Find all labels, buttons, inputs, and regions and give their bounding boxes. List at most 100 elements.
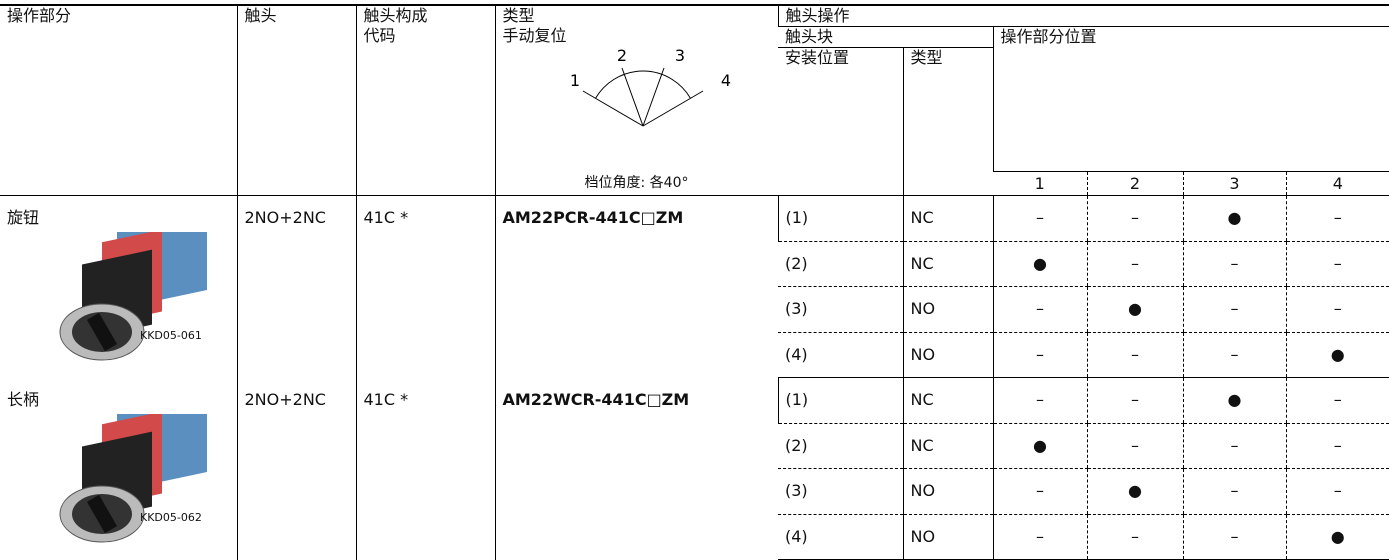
diagram-caption: 档位角度: 各40° [584, 175, 689, 191]
table-row: (2) NC ● – – – [0, 423, 1389, 469]
block-type: NO [902, 332, 993, 378]
table-row: 旋钮 KKD05-061 2NO+2NC 41C * AM22PCR-441C□ZM (1… [0, 195, 1389, 378]
state-cell: – [992, 286, 1087, 333]
state-cell: ● [1285, 332, 1389, 378]
header-cell: 触头构成 代码 [355, 5, 495, 196]
header-cell: 操作部分位置 [992, 26, 1389, 172]
state-cell: – [1285, 286, 1389, 333]
diagram-label: 3 [674, 46, 684, 65]
header-text: 类型 [910, 48, 943, 67]
block-type: NO [902, 514, 993, 560]
position-diagram: 1 2 3 4 [569, 46, 731, 127]
state-cell: – [992, 514, 1087, 560]
position-header: 1 [993, 171, 1087, 196]
block-position: (4) [778, 514, 903, 560]
header-cell: 触头操作 [777, 5, 1389, 27]
header-text: 操作部分 [7, 6, 72, 25]
state-cell: ● [1086, 286, 1183, 333]
product-image [59, 232, 207, 361]
state-cell: – [1182, 423, 1286, 469]
header-cell: 操作部分 [0, 5, 237, 196]
header-text: 操作部分位置 [1000, 27, 1097, 46]
state-cell: – [1182, 332, 1286, 378]
header-cell: 触头 [236, 5, 356, 196]
diagram-line [642, 90, 703, 127]
block-type: NC [902, 377, 993, 424]
state-cell: – [992, 195, 1087, 242]
header-text: 安装位置 [785, 48, 850, 67]
block-position: (2) [778, 241, 903, 287]
diagram-label: 4 [720, 71, 730, 90]
header-cell: 触头块 [778, 26, 993, 48]
state-cell: – [1086, 332, 1183, 378]
state-cell: ● [1182, 377, 1286, 424]
state-cell: – [1086, 423, 1183, 469]
position-header: 4 [1285, 171, 1389, 196]
contact-cell: 2NO+2NC [236, 377, 356, 560]
table-row: (3) NO – ● – – [0, 468, 1389, 515]
model-cell: AM22WCR-441C□ZM [494, 377, 778, 560]
diagram-label: 1 [569, 71, 579, 90]
block-position: (3) [778, 468, 903, 515]
image-caption: KKD05-062 [140, 510, 202, 524]
header-text: 触头操作 [785, 6, 850, 25]
header-cell: 类型 手动复位 1 2 3 4 档位角度: 各40° [494, 5, 778, 196]
block-position: (4) [778, 332, 903, 378]
spec-table: 操作部分 触头 触头构成 代码 类型 手动复位 1 2 3 4 档位角度: 各40… [0, 4, 1389, 560]
diagram-label: 2 [616, 46, 626, 65]
image-caption: KKD05-061 [140, 329, 202, 342]
state-cell: – [1285, 377, 1389, 424]
state-cell: – [1285, 241, 1389, 287]
switch [59, 232, 207, 361]
state-cell: – [1285, 423, 1389, 469]
table-row: (2) NC ● – – – [0, 241, 1389, 287]
header-text: 触头 [244, 6, 277, 25]
table-row: 长柄 KKD05-062 2NO+2NC 41C * AM22WCR-441C□ZM (1… [0, 377, 1389, 560]
header-text: 手动复位 [502, 26, 567, 45]
block-type: NO [902, 468, 993, 515]
operator-name: 旋钮 [7, 208, 40, 227]
switch [59, 413, 207, 542]
header-cell: 安装位置 [778, 47, 903, 196]
state-cell: – [1086, 195, 1183, 242]
header-text: 代码 [363, 26, 396, 45]
state-cell: – [1285, 468, 1389, 515]
operator-cell: 旋钮 KKD05-061 [0, 196, 237, 378]
state-cell: – [992, 332, 1087, 378]
state-cell: – [1182, 286, 1286, 333]
code-cell: 41C * [355, 195, 495, 378]
block-position: (1) [777, 195, 903, 242]
table-row: (4) NO – – – ● [0, 332, 1389, 378]
header-text: 类型 [502, 6, 535, 25]
state-cell: – [1086, 377, 1183, 424]
operator-name: 长柄 [7, 389, 40, 409]
block-type: NO [902, 286, 993, 333]
header-cell: 类型 [902, 47, 993, 196]
arc [594, 70, 691, 99]
state-cell: – [1182, 468, 1286, 515]
model-cell: AM22PCR-441C□ZM [494, 195, 778, 378]
state-cell: ● [1182, 195, 1286, 242]
state-cell: – [1086, 241, 1183, 287]
block-type: NC [902, 195, 993, 242]
state-cell: – [992, 468, 1087, 515]
diagram-line [621, 67, 643, 127]
state-cell: ● [992, 423, 1087, 469]
product-image [59, 413, 207, 542]
block-position: (3) [778, 286, 903, 333]
position-header: 3 [1182, 171, 1286, 196]
code-cell: 41C * [355, 377, 495, 560]
state-cell: ● [992, 241, 1087, 287]
block-position: (1) [777, 377, 903, 424]
state-cell: ● [1285, 514, 1389, 560]
diagram-line [642, 67, 664, 127]
block-position: (2) [778, 423, 903, 469]
state-cell: – [1285, 195, 1389, 242]
state-cell: – [1182, 514, 1286, 560]
block-type: NC [902, 241, 993, 287]
state-cell: ● [1086, 468, 1183, 515]
operator-cell: 长柄 KKD05-062 [0, 378, 237, 560]
table-row: (3) NO – ● – – [0, 286, 1389, 333]
block-type: NC [902, 423, 993, 469]
